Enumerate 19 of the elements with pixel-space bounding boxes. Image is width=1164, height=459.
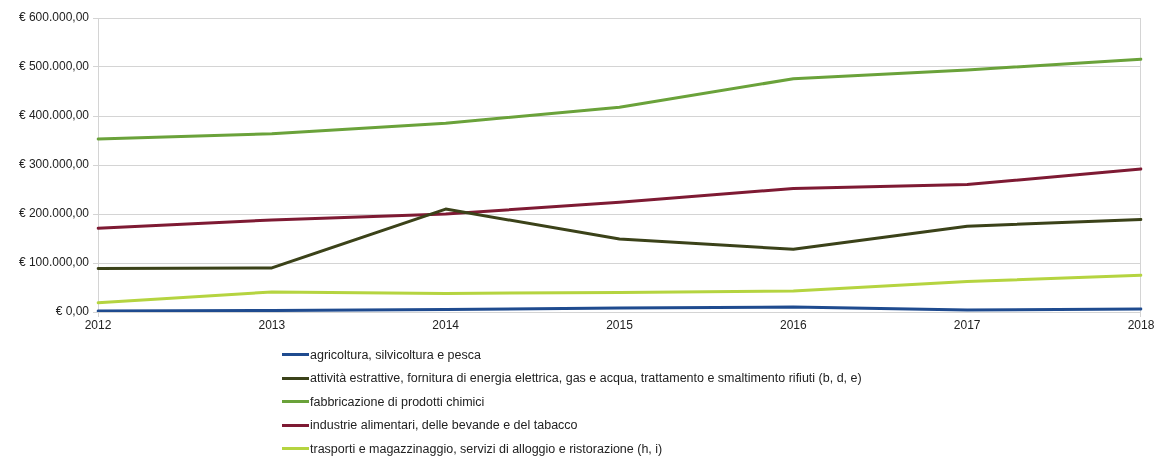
y-tick-label: € 0,00: [55, 304, 90, 319]
x-tick-label: 2015: [606, 317, 634, 332]
legend-label: agricoltura, silvicoltura e pesca: [310, 347, 481, 362]
legend-label: industrie alimentari, delle bevande e del tabacco: [310, 418, 578, 433]
legend-label: trasporti e magazzinaggio, servizi di alloggio e ristorazione (h, i): [310, 441, 663, 456]
y-tick-label: € 100.000,00: [18, 255, 90, 270]
legend-label: fabbricazione di prodotti chimici: [310, 394, 485, 409]
y-tick-label: € 500.000,00: [18, 59, 90, 74]
x-tick-label: 2018: [1127, 317, 1155, 332]
y-tick-label: € 200.000,00: [18, 206, 90, 221]
y-tick-label: € 300.000,00: [18, 157, 90, 172]
legend-label: attività estrattive, fornitura di energia elettrica, gas e acqua, trattamento e smaltimento rifiuti (b, d, e): [310, 371, 862, 386]
y-tick-label: € 400.000,00: [18, 108, 90, 123]
x-tick-label: 2014: [432, 317, 460, 332]
x-tick-label: 2013: [258, 317, 286, 332]
x-tick-label: 2016: [779, 317, 807, 332]
x-tick-label: 2012: [84, 317, 112, 332]
x-tick-label: 2017: [953, 317, 981, 332]
y-tick-label: € 600.000,00: [18, 10, 90, 25]
